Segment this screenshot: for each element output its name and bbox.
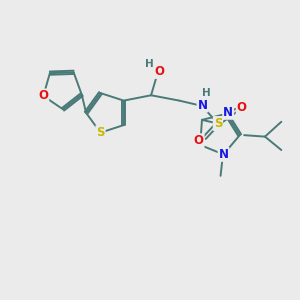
Text: O: O bbox=[237, 101, 247, 114]
Text: H: H bbox=[145, 59, 154, 69]
Text: S: S bbox=[96, 126, 105, 139]
Text: S: S bbox=[214, 117, 222, 130]
Text: N: N bbox=[223, 106, 233, 119]
Text: O: O bbox=[154, 65, 164, 78]
Text: O: O bbox=[194, 134, 204, 147]
Text: H: H bbox=[202, 88, 210, 98]
Text: N: N bbox=[197, 99, 208, 112]
Text: N: N bbox=[218, 148, 229, 161]
Text: O: O bbox=[38, 89, 48, 103]
